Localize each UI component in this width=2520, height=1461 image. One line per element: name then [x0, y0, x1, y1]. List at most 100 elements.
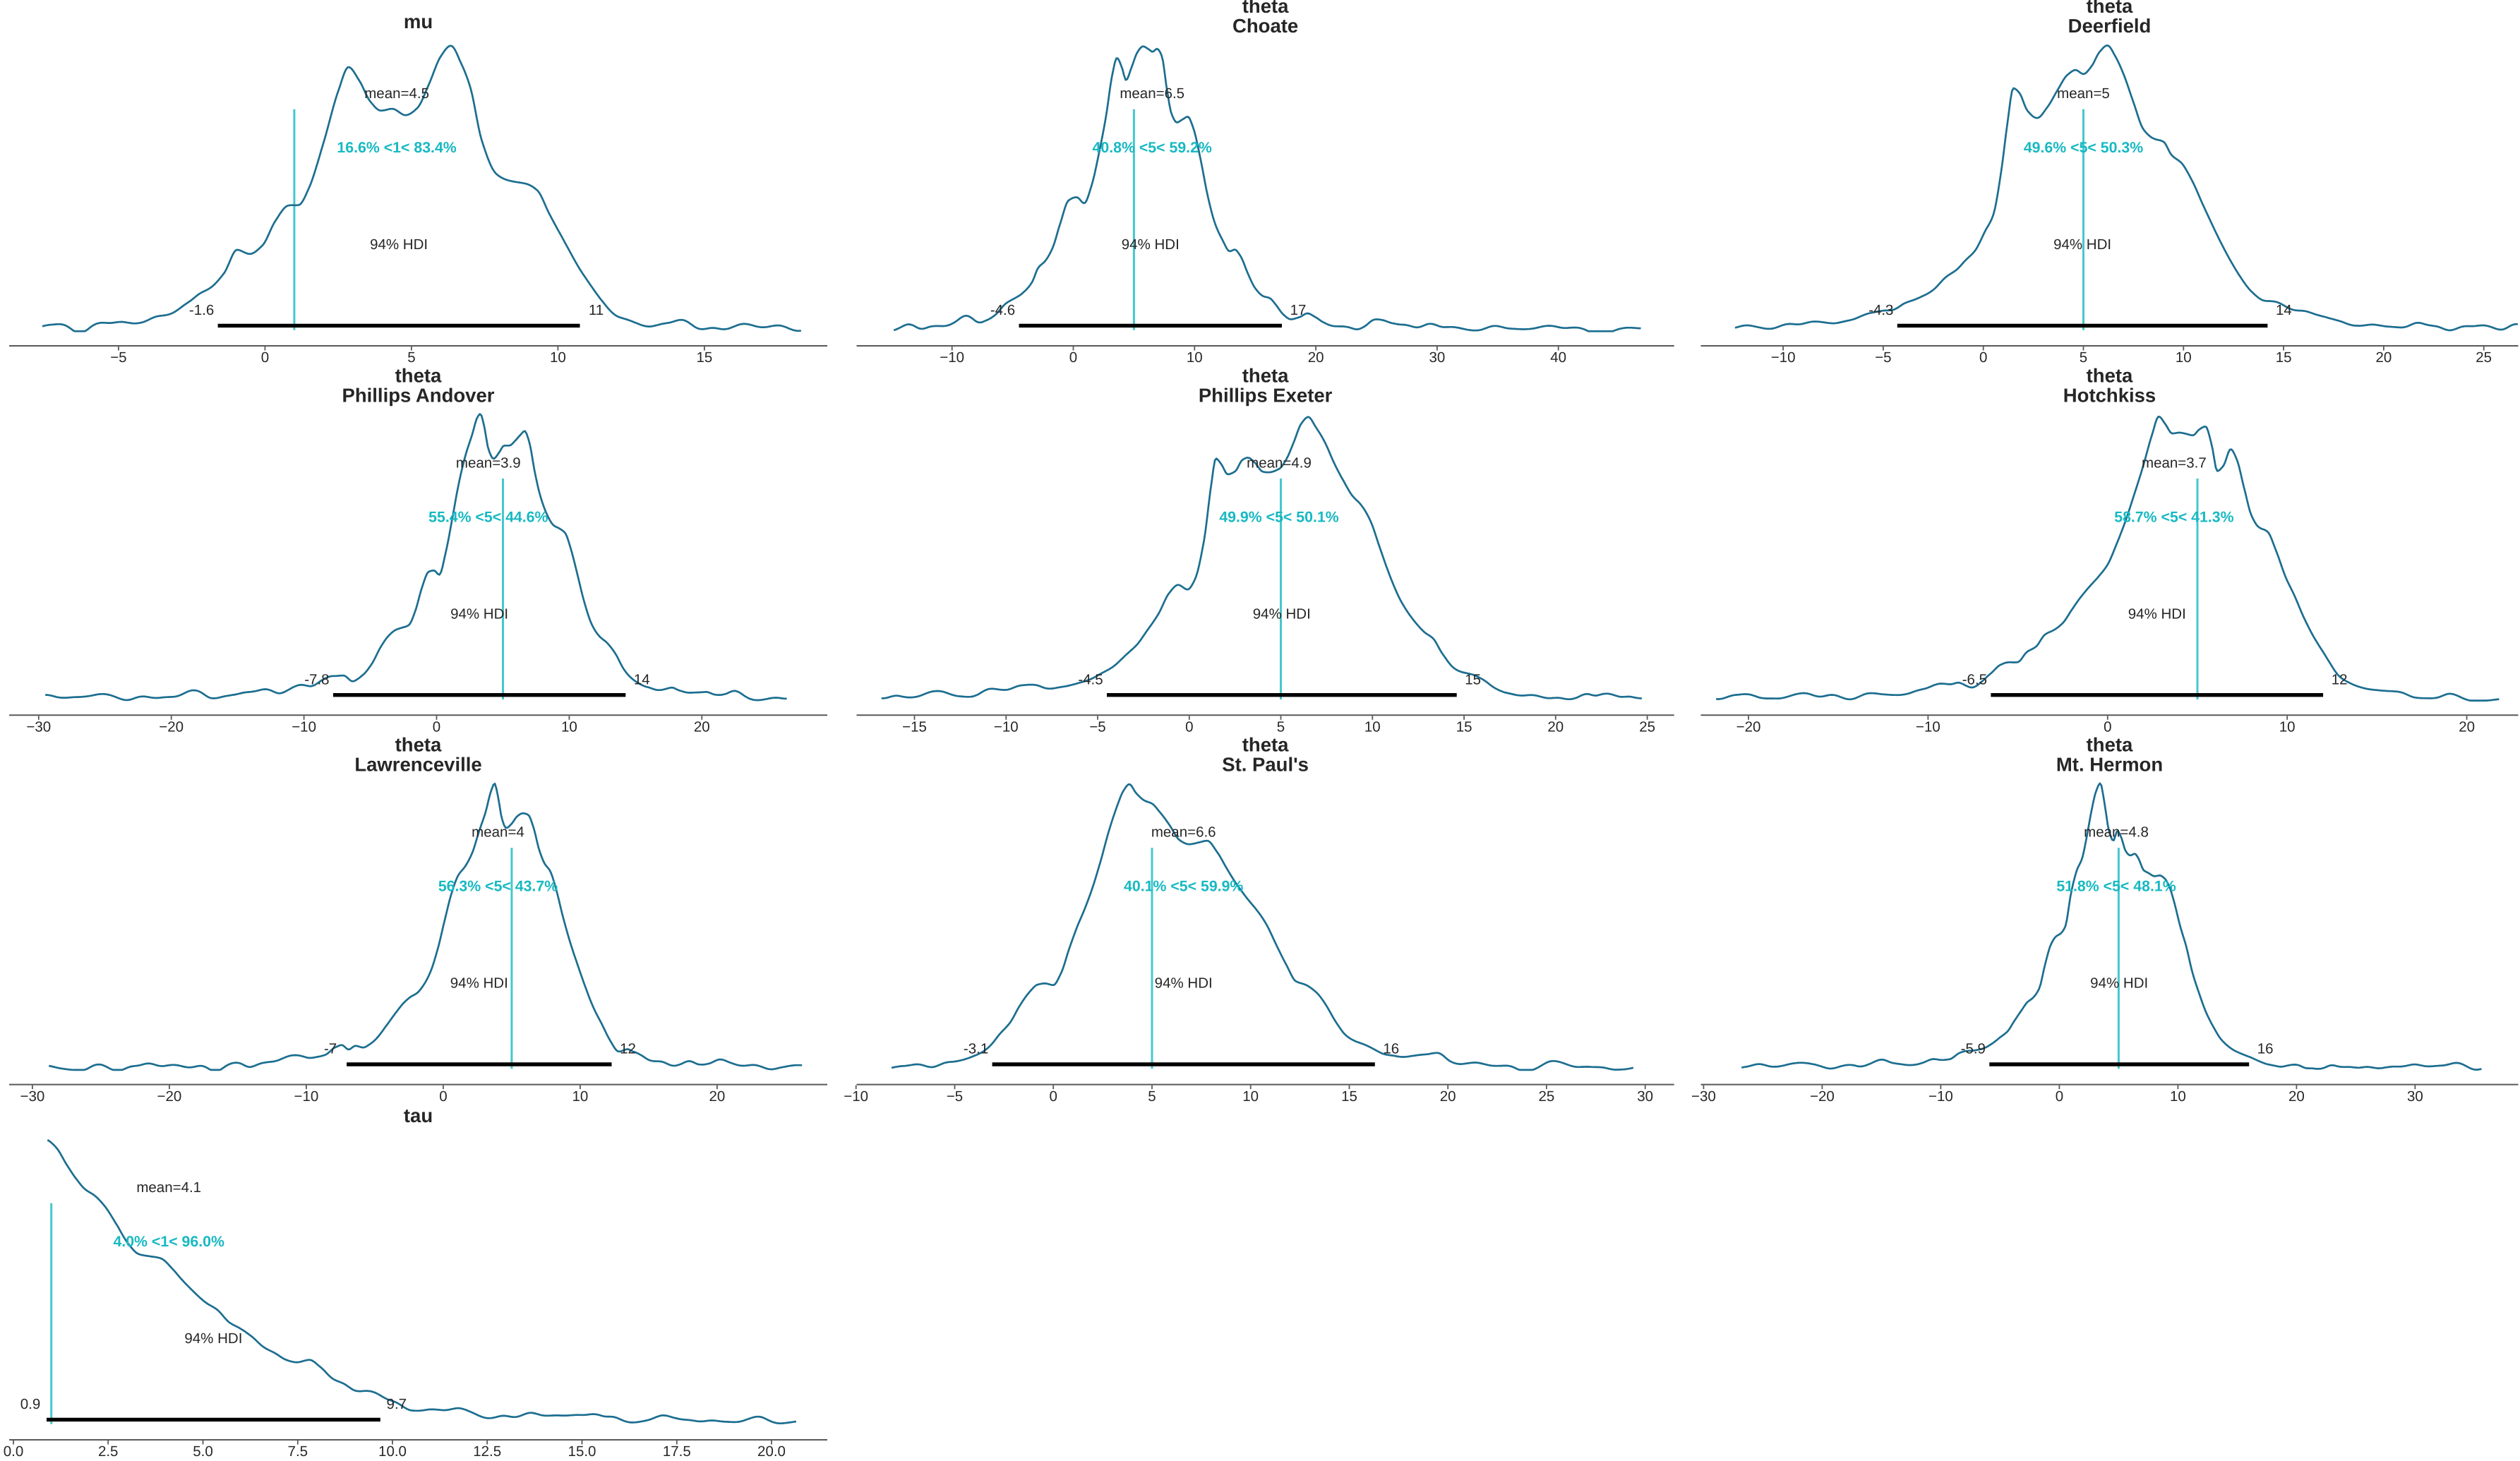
svg-text:−10: −10 — [1916, 719, 1940, 735]
svg-text:17: 17 — [1290, 302, 1307, 318]
svg-text:0: 0 — [1049, 1088, 1057, 1105]
svg-text:20.0: 20.0 — [757, 1443, 786, 1460]
svg-text:mean=4.5: mean=4.5 — [364, 85, 429, 102]
svg-text:20: 20 — [1440, 1088, 1456, 1105]
svg-text:-7: -7 — [324, 1041, 337, 1057]
svg-text:4.0% <1< 96.0%: 4.0% <1< 96.0% — [113, 1233, 224, 1250]
svg-text:theta: theta — [2087, 734, 2133, 756]
svg-text:−10: −10 — [844, 1088, 868, 1105]
svg-text:Mt. Hermon: Mt. Hermon — [2056, 754, 2163, 776]
svg-text:theta: theta — [1242, 0, 1289, 17]
svg-text:10: 10 — [561, 719, 577, 735]
svg-text:10: 10 — [550, 349, 566, 366]
svg-text:5: 5 — [2080, 349, 2087, 366]
svg-text:20: 20 — [709, 1088, 725, 1105]
svg-text:-7.8: -7.8 — [304, 671, 329, 687]
svg-text:−5: −5 — [110, 349, 126, 366]
svg-text:10.0: 10.0 — [378, 1443, 407, 1460]
svg-text:0: 0 — [1069, 349, 1077, 366]
svg-text:9.7: 9.7 — [387, 1396, 407, 1412]
svg-text:10: 10 — [1187, 349, 1203, 366]
svg-text:0: 0 — [1979, 349, 1987, 366]
svg-text:2.5: 2.5 — [98, 1443, 119, 1460]
svg-text:tau: tau — [404, 1105, 433, 1126]
svg-text:10: 10 — [2170, 1088, 2186, 1105]
svg-text:−20: −20 — [157, 1088, 182, 1105]
svg-text:20: 20 — [2288, 1088, 2305, 1105]
svg-text:theta: theta — [2087, 0, 2133, 17]
svg-text:-1.6: -1.6 — [189, 302, 214, 318]
svg-text:25: 25 — [2476, 349, 2492, 366]
svg-text:0: 0 — [439, 1088, 447, 1105]
svg-text:15: 15 — [696, 349, 712, 366]
svg-text:−30: −30 — [26, 719, 51, 735]
svg-text:mu: mu — [404, 11, 433, 32]
svg-text:Deerfield: Deerfield — [2068, 15, 2152, 37]
svg-text:−10: −10 — [940, 349, 964, 366]
svg-text:-4.5: -4.5 — [1078, 671, 1103, 687]
svg-text:94% HDI: 94% HDI — [1253, 606, 1311, 622]
svg-text:20: 20 — [1547, 719, 1564, 735]
svg-text:10: 10 — [1364, 719, 1381, 735]
svg-text:-6.5: -6.5 — [1962, 671, 1987, 687]
svg-text:0: 0 — [1185, 719, 1193, 735]
svg-text:mean=4: mean=4 — [472, 824, 524, 841]
svg-text:Hotchkiss: Hotchkiss — [2063, 384, 2156, 406]
svg-text:20: 20 — [694, 719, 710, 735]
svg-text:St. Paul's: St. Paul's — [1222, 754, 1309, 776]
svg-text:12: 12 — [620, 1041, 636, 1057]
svg-text:16: 16 — [1383, 1041, 1399, 1057]
svg-text:25: 25 — [1538, 1088, 1554, 1105]
svg-text:0.0: 0.0 — [4, 1443, 24, 1460]
svg-text:−30: −30 — [1691, 1088, 1716, 1105]
svg-text:40.8% <5< 59.2%: 40.8% <5< 59.2% — [1093, 139, 1212, 156]
svg-text:-3.1: -3.1 — [964, 1041, 988, 1057]
svg-text:mean=4.1: mean=4.1 — [136, 1179, 201, 1196]
svg-text:0: 0 — [433, 719, 440, 735]
svg-text:−15: −15 — [902, 719, 927, 735]
svg-text:55.4% <5< 44.6%: 55.4% <5< 44.6% — [428, 508, 548, 525]
svg-text:10: 10 — [2176, 349, 2192, 366]
svg-text:−5: −5 — [947, 1088, 963, 1105]
svg-text:40: 40 — [1550, 349, 1566, 366]
svg-text:7.5: 7.5 — [288, 1443, 308, 1460]
svg-text:-4.6: -4.6 — [990, 302, 1015, 318]
svg-text:15: 15 — [1456, 719, 1472, 735]
svg-text:5.0: 5.0 — [193, 1443, 213, 1460]
svg-text:0: 0 — [2104, 719, 2111, 735]
svg-text:theta: theta — [1242, 734, 1289, 756]
svg-text:17.5: 17.5 — [663, 1443, 691, 1460]
svg-text:10: 10 — [1242, 1088, 1259, 1105]
svg-text:Phillips Andover: Phillips Andover — [342, 384, 495, 406]
svg-text:49.6% <5< 50.3%: 49.6% <5< 50.3% — [2024, 139, 2143, 156]
svg-text:−10: −10 — [994, 719, 1019, 735]
svg-text:16.6% <1< 83.4%: 16.6% <1< 83.4% — [337, 139, 456, 156]
svg-text:94% HDI: 94% HDI — [370, 236, 428, 253]
svg-text:94% HDI: 94% HDI — [450, 606, 508, 622]
svg-text:0: 0 — [261, 349, 269, 366]
svg-text:94% HDI: 94% HDI — [2053, 236, 2111, 253]
svg-text:12.5: 12.5 — [473, 1443, 501, 1460]
svg-text:Phillips Exeter: Phillips Exeter — [1199, 384, 1333, 406]
svg-text:49.9% <5< 50.1%: 49.9% <5< 50.1% — [1219, 508, 1338, 525]
svg-text:15: 15 — [2276, 349, 2292, 366]
svg-text:5: 5 — [407, 349, 415, 366]
svg-text:5: 5 — [1148, 1088, 1156, 1105]
svg-text:0: 0 — [2056, 1088, 2063, 1105]
svg-text:58.7% <5< 41.3%: 58.7% <5< 41.3% — [2114, 508, 2233, 525]
svg-text:0.9: 0.9 — [20, 1396, 41, 1412]
svg-text:94% HDI: 94% HDI — [1155, 975, 1213, 992]
svg-text:16: 16 — [2257, 1041, 2274, 1057]
svg-text:mean=5: mean=5 — [2057, 85, 2110, 102]
svg-text:15: 15 — [1341, 1088, 1357, 1105]
svg-text:20: 20 — [1308, 349, 1324, 366]
svg-text:−20: −20 — [159, 719, 184, 735]
svg-text:20: 20 — [2459, 719, 2475, 735]
svg-text:−5: −5 — [1875, 349, 1891, 366]
svg-text:51.8% <5< 48.1%: 51.8% <5< 48.1% — [2056, 878, 2176, 895]
svg-text:20: 20 — [2375, 349, 2392, 366]
svg-text:94% HDI: 94% HDI — [2128, 606, 2186, 622]
svg-text:15.0: 15.0 — [568, 1443, 596, 1460]
svg-text:5: 5 — [1277, 719, 1285, 735]
svg-text:theta: theta — [2087, 364, 2133, 386]
